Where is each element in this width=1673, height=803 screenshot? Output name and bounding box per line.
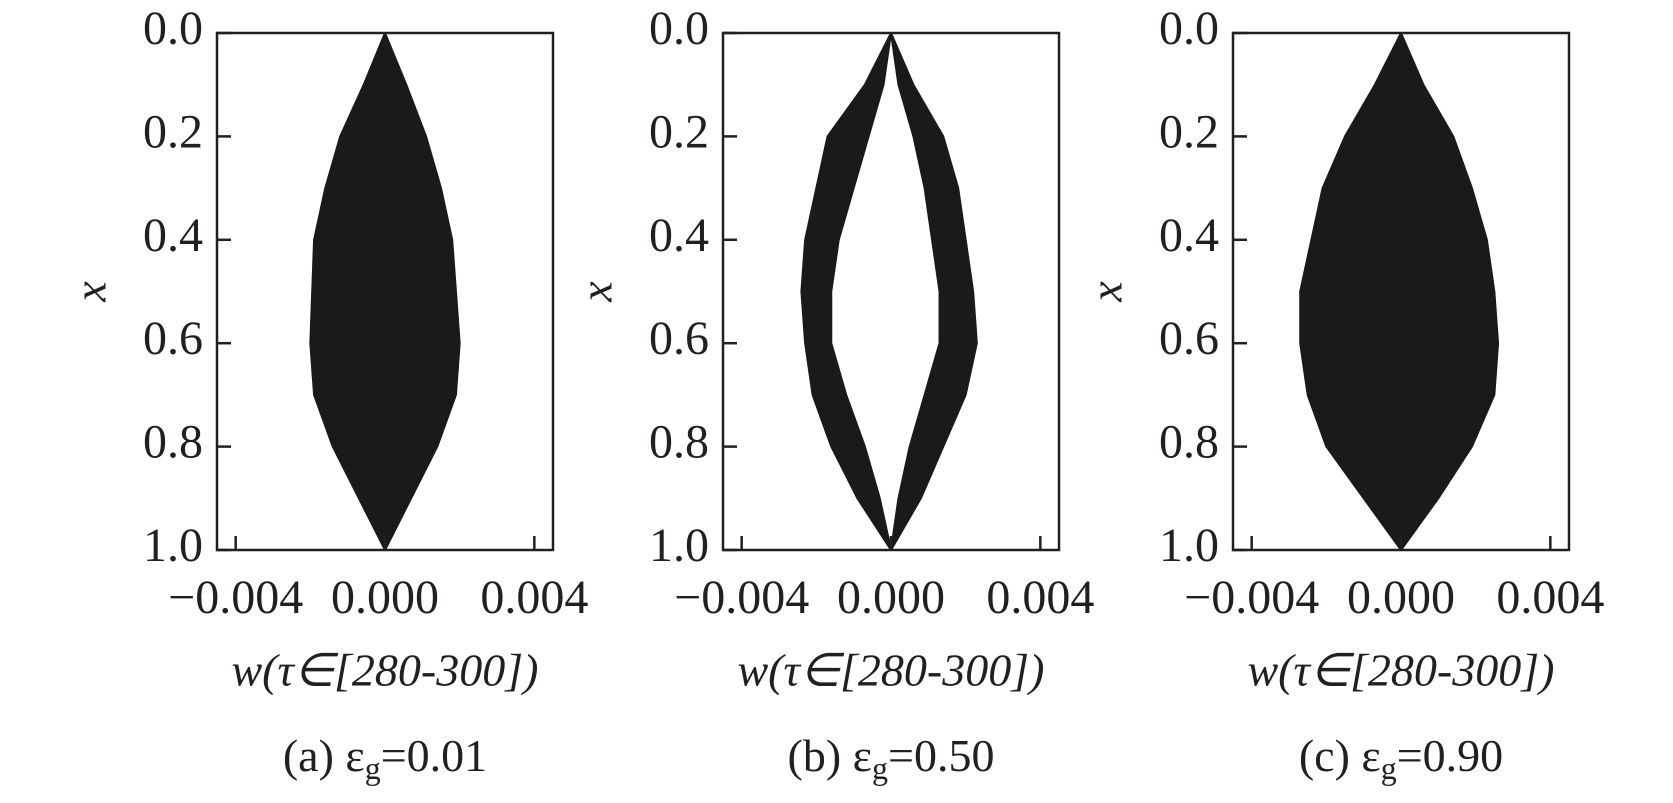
y-tick-label: 0.6 (649, 312, 709, 365)
x-tick-label: 0.004 (1496, 571, 1604, 624)
x-tick-label: −0.004 (674, 571, 809, 624)
x-tick-label: 0.000 (837, 571, 945, 624)
caption: (b) εg=0.50 (788, 730, 995, 787)
panel: 0.0 0.2 0.4 0.6 0.8 1.0−0.004 0.000 0.004 w(τ∈[2… (1081, 2, 1605, 786)
x-tick-label: 0.000 (331, 571, 439, 624)
x-tick-label: 0.000 (1347, 571, 1455, 624)
y-tick-label: 0.8 (143, 416, 203, 469)
y-axis-label: x (1081, 281, 1132, 303)
y-tick-label: 0.6 (1159, 312, 1219, 365)
y-tick-label: 0.4 (143, 209, 203, 262)
x-axis-label: w(τ∈[280-300]) (1248, 645, 1555, 696)
y-tick-label: 1.0 (143, 519, 203, 572)
x-axis-label: w(τ∈[280-300]) (232, 645, 539, 696)
y-axis-label: x (571, 281, 622, 303)
y-tick-label: 0.4 (1159, 209, 1219, 262)
axes-frame (721, 31, 1061, 552)
panel: 0.0 0.2 0.4 0.6 0.8 1.0−0.004 0.000 0.004 w(τ∈[2… (571, 2, 1095, 786)
band (800, 32, 892, 551)
y-tick-label: 0.0 (649, 2, 709, 55)
y-tick-label: 1.0 (649, 519, 709, 572)
caption-suffix: =0.50 (888, 730, 994, 781)
y-tick-label: 0.2 (1159, 105, 1219, 158)
caption-suffix: =0.90 (1397, 730, 1503, 781)
y-tick-label: 0.8 (1159, 416, 1219, 469)
caption-prefix: (a) ε (283, 730, 365, 781)
caption-prefix: (c) ε (1299, 730, 1381, 781)
band (890, 32, 978, 551)
y-tick-label: 0.0 (143, 2, 203, 55)
caption-prefix: (b) ε (788, 730, 872, 781)
x-tick-label: −0.004 (1184, 571, 1319, 624)
y-axis-label: x (65, 281, 116, 303)
band (1299, 32, 1500, 551)
y-tick-label: 0.8 (649, 416, 709, 469)
caption-suffix: =0.01 (381, 730, 487, 781)
caption-subscript: g (1381, 750, 1397, 786)
caption: (c) εg=0.90 (1299, 730, 1503, 787)
panel: 0.0 0.2 0.4 0.6 0.8 1.0−0.004 0.000 0.004 w(τ∈[2… (65, 2, 589, 786)
y-tick-label: 0.4 (649, 209, 709, 262)
band (309, 32, 461, 551)
x-axis-label: w(τ∈[280-300]) (738, 645, 1045, 696)
y-tick-label: 0.0 (1159, 2, 1219, 55)
caption-subscript: g (872, 750, 888, 786)
x-tick-label: −0.004 (168, 571, 303, 624)
y-tick-label: 0.2 (143, 105, 203, 158)
y-tick-label: 0.2 (649, 105, 709, 158)
y-tick-label: 0.6 (143, 312, 203, 365)
caption-subscript: g (365, 750, 381, 786)
y-tick-label: 1.0 (1159, 519, 1219, 572)
x-tick-label: 0.004 (480, 571, 588, 624)
x-tick-label: 0.004 (986, 571, 1094, 624)
caption: (a) εg=0.01 (283, 730, 487, 787)
